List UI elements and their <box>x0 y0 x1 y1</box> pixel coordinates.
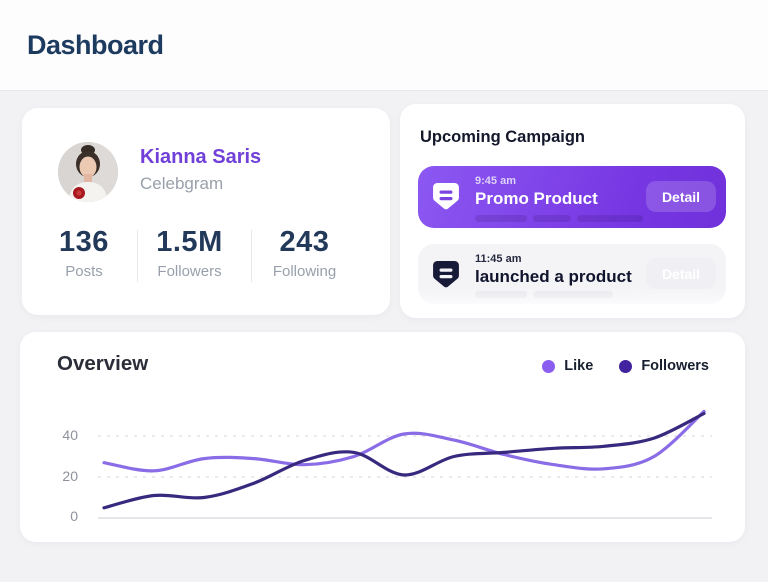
campaign-item-promo-product[interactable]: 9:45 am Promo Product Detail <box>418 166 726 228</box>
campaign-panel-title: Upcoming Campaign <box>420 128 586 146</box>
profile-subtitle: Celebgram <box>140 174 224 193</box>
page-header: Dashboard <box>0 0 768 91</box>
followers-legend-dot-icon <box>619 359 633 373</box>
stat-divider <box>251 230 252 282</box>
avatar-portrait-graphic <box>58 142 118 202</box>
y-axis-tick: 40 <box>62 427 78 443</box>
tag-pill <box>577 215 643 222</box>
overview-card: Overview Like Followers 40 20 0 <box>20 332 745 542</box>
detail-button[interactable]: Detail <box>646 258 716 289</box>
series-line-like <box>102 409 706 473</box>
legend-item-followers: Followers <box>619 358 709 374</box>
campaign-item-launched-product[interactable]: 11:45 am launched a product Detail <box>418 244 726 304</box>
legend-label: Followers <box>641 358 709 374</box>
y-axis-tick: 0 <box>70 508 78 524</box>
stat-posts-label: Posts <box>65 263 103 280</box>
profile-card: Kianna Saris Celebgram 136 Posts 1.5M Fo… <box>22 108 390 315</box>
campaign-time: 11:45 am <box>475 253 522 265</box>
campaign-time: 9:45 am <box>475 175 516 187</box>
legend-item-like: Like <box>542 358 593 374</box>
overview-line-chart <box>98 409 712 519</box>
profile-name: Kianna Saris <box>140 146 262 168</box>
tag-pill <box>475 215 527 222</box>
stat-posts: 136 Posts <box>34 226 134 280</box>
chart-legend: Like Followers <box>542 358 709 374</box>
stat-posts-value: 136 <box>59 226 109 258</box>
upcoming-campaign-panel: Upcoming Campaign 9:45 am Promo Product … <box>400 104 745 318</box>
campaign-badge-icon <box>433 183 459 210</box>
series-line-followers <box>102 411 706 510</box>
like-legend-dot-icon <box>542 359 556 373</box>
avatar <box>58 142 118 202</box>
stat-followers-label: Followers <box>157 263 222 280</box>
page-title: Dashboard <box>27 30 164 60</box>
campaign-badge-icon <box>433 261 459 288</box>
campaign-name: Promo Product <box>475 189 598 208</box>
stat-following-label: Following <box>272 263 337 280</box>
stat-following-value: 243 <box>279 226 330 258</box>
stat-divider <box>137 230 138 282</box>
tag-pill <box>475 291 527 298</box>
tag-pill <box>533 215 571 222</box>
y-axis-tick: 20 <box>62 468 78 484</box>
stat-followers-value: 1.5M <box>156 226 223 258</box>
campaign-name: launched a product <box>475 267 632 286</box>
stat-followers: 1.5M Followers <box>137 226 242 280</box>
overview-title: Overview <box>57 352 149 375</box>
detail-button[interactable]: Detail <box>646 181 716 212</box>
legend-label: Like <box>564 358 594 374</box>
tag-pill <box>533 291 613 298</box>
stat-following: 243 Following <box>252 226 357 280</box>
